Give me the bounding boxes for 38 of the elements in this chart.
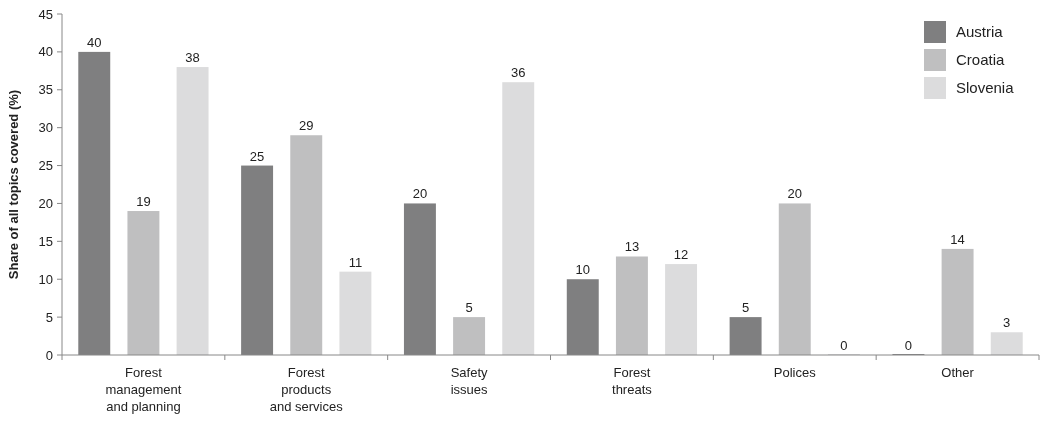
- y-tick-label: 20: [38, 195, 53, 211]
- x-tick-label: Forest threats: [612, 365, 653, 397]
- y-tick-label: 45: [38, 6, 53, 22]
- data-label: 10: [575, 262, 590, 278]
- data-label: 5: [465, 300, 473, 316]
- legend-label: Austria: [956, 23, 1004, 41]
- data-label: 3: [1003, 315, 1011, 331]
- x-tick-label: Forest products and services: [269, 365, 344, 414]
- y-axis-title: Share of all topics covered (%): [6, 89, 21, 280]
- data-label: 40: [87, 34, 102, 50]
- data-label: 5: [741, 300, 750, 316]
- data-label: 12: [673, 247, 689, 263]
- data-label: 20: [787, 186, 802, 202]
- y-tick-label: 5: [45, 309, 53, 325]
- y-tick-label: 30: [38, 120, 53, 136]
- data-label: 0: [904, 338, 913, 353]
- y-tick-label: 10: [38, 271, 53, 287]
- data-label: 13: [624, 239, 640, 255]
- y-tick-label: 25: [38, 158, 53, 174]
- data-label: 0: [840, 338, 848, 353]
- legend-label: Slovenia: [956, 79, 1015, 97]
- x-tick-label: Other: [941, 365, 975, 380]
- y-tick-label: 40: [38, 44, 53, 60]
- x-tick-label: Forest management and planning: [105, 365, 182, 414]
- y-tick-label: 15: [38, 233, 53, 249]
- legend-label: Croatia: [956, 51, 1006, 69]
- y-tick-label: 35: [38, 82, 53, 98]
- data-label: 14: [950, 231, 965, 247]
- data-label: 29: [299, 118, 314, 134]
- data-label: 25: [249, 148, 265, 164]
- data-label: 19: [136, 194, 151, 210]
- data-label: 20: [412, 186, 428, 202]
- x-tick-label: Polices: [773, 365, 817, 380]
- y-tick-label: 0: [45, 347, 53, 363]
- data-label: 36: [511, 65, 526, 81]
- data-label: 11: [348, 254, 363, 270]
- x-tick-label: Safety issues: [450, 365, 489, 397]
- data-label: 38: [185, 50, 200, 66]
